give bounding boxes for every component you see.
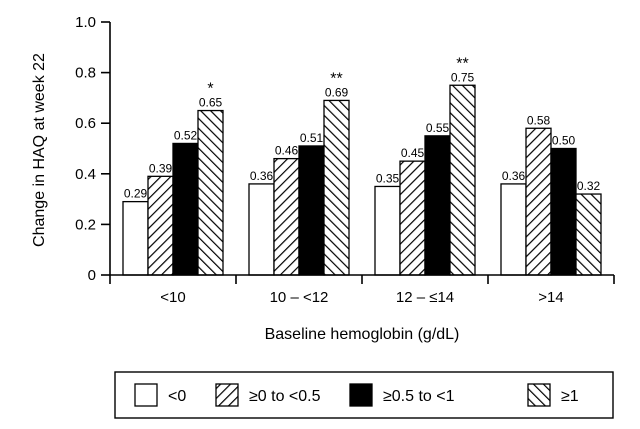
x-axis-ticks: <10 10 – <12 12 – ≤14 >14: [109, 275, 615, 306]
bar-value-label: 0.55: [426, 121, 450, 135]
bar-value-label: 0.46: [275, 144, 299, 158]
legend-items: <0 ≥0 to <0.5 ≥0.5 to <1 ≥1: [134, 383, 579, 407]
legend-swatch: [349, 383, 373, 407]
legend-label: <0: [168, 388, 186, 405]
x-tick-label: 12 – ≤14: [396, 289, 454, 306]
legend-label: ≥1: [561, 388, 579, 405]
y-tick-label: 0: [88, 267, 96, 284]
significance-marker: **: [456, 55, 468, 72]
legend-swatch: [134, 383, 158, 407]
bar: [424, 135, 451, 276]
bar-value-label: 0.35: [376, 171, 400, 185]
x-axis-title: Baseline hemoglobin (g/dL): [265, 326, 460, 343]
bar-value-label: 0.36: [250, 169, 274, 183]
bar: [298, 145, 325, 276]
bar-value-label: 0.50: [552, 134, 576, 148]
significance-marker: *: [207, 81, 213, 98]
legend: <0 ≥0 to <0.5 ≥0.5 to <1 ≥1: [114, 371, 614, 419]
y-tick-label: 0.8: [75, 65, 96, 82]
value-labels: 0.290.390.520.650.360.460.510.690.350.45…: [124, 70, 601, 200]
plot-area: 00.20.40.60.81.0 <10 10 – <12 12 – ≤14 >14 …: [75, 14, 615, 306]
bar: [273, 157, 300, 276]
bar-value-label: 0.36: [502, 169, 526, 183]
significance-markers: *****: [207, 55, 468, 97]
bar-value-label: 0.75: [451, 70, 475, 84]
bar: [147, 175, 174, 276]
significance-marker: **: [330, 70, 342, 87]
y-axis-title: Change in HAQ at week 22: [31, 53, 48, 247]
bar: [575, 193, 602, 276]
legend-label: ≥0.5 to <1: [383, 388, 455, 405]
bar: [172, 142, 199, 276]
bar: [500, 183, 527, 276]
bar-value-label: 0.45: [401, 146, 425, 160]
bar: [122, 200, 149, 276]
y-tick-label: 1.0: [75, 14, 96, 31]
y-axis-ticks: 0 0.2 0.4 0.6 0.8 1.0: [75, 14, 110, 284]
bar-group: [122, 84, 602, 276]
bar: [248, 183, 275, 276]
bar: [449, 84, 476, 276]
x-tick-label: >14: [538, 289, 563, 306]
legend-swatch: [527, 383, 551, 407]
y-tick-label: 0.4: [75, 166, 96, 183]
bar: [525, 127, 552, 276]
bar: [550, 147, 577, 276]
legend-swatch: [215, 383, 239, 407]
bar-value-label: 0.58: [527, 113, 551, 127]
bar-value-label: 0.51: [300, 131, 324, 145]
bar: [197, 109, 224, 276]
bar-value-label: 0.52: [174, 128, 198, 142]
bar: [374, 185, 401, 276]
bar: [399, 160, 426, 276]
x-tick-label: <10: [160, 289, 185, 306]
bar-value-label: 0.39: [149, 161, 173, 175]
bar-value-label: 0.69: [325, 85, 349, 99]
bar: [323, 99, 350, 276]
legend-label: ≥0 to <0.5: [249, 388, 321, 405]
bar-value-label: 0.65: [199, 96, 223, 110]
bar-value-label: 0.32: [577, 179, 601, 193]
y-tick-label: 0.2: [75, 216, 96, 233]
x-tick-label: 10 – <12: [270, 289, 329, 306]
y-tick-label: 0.6: [75, 115, 96, 132]
bar-value-label: 0.29: [124, 187, 148, 201]
